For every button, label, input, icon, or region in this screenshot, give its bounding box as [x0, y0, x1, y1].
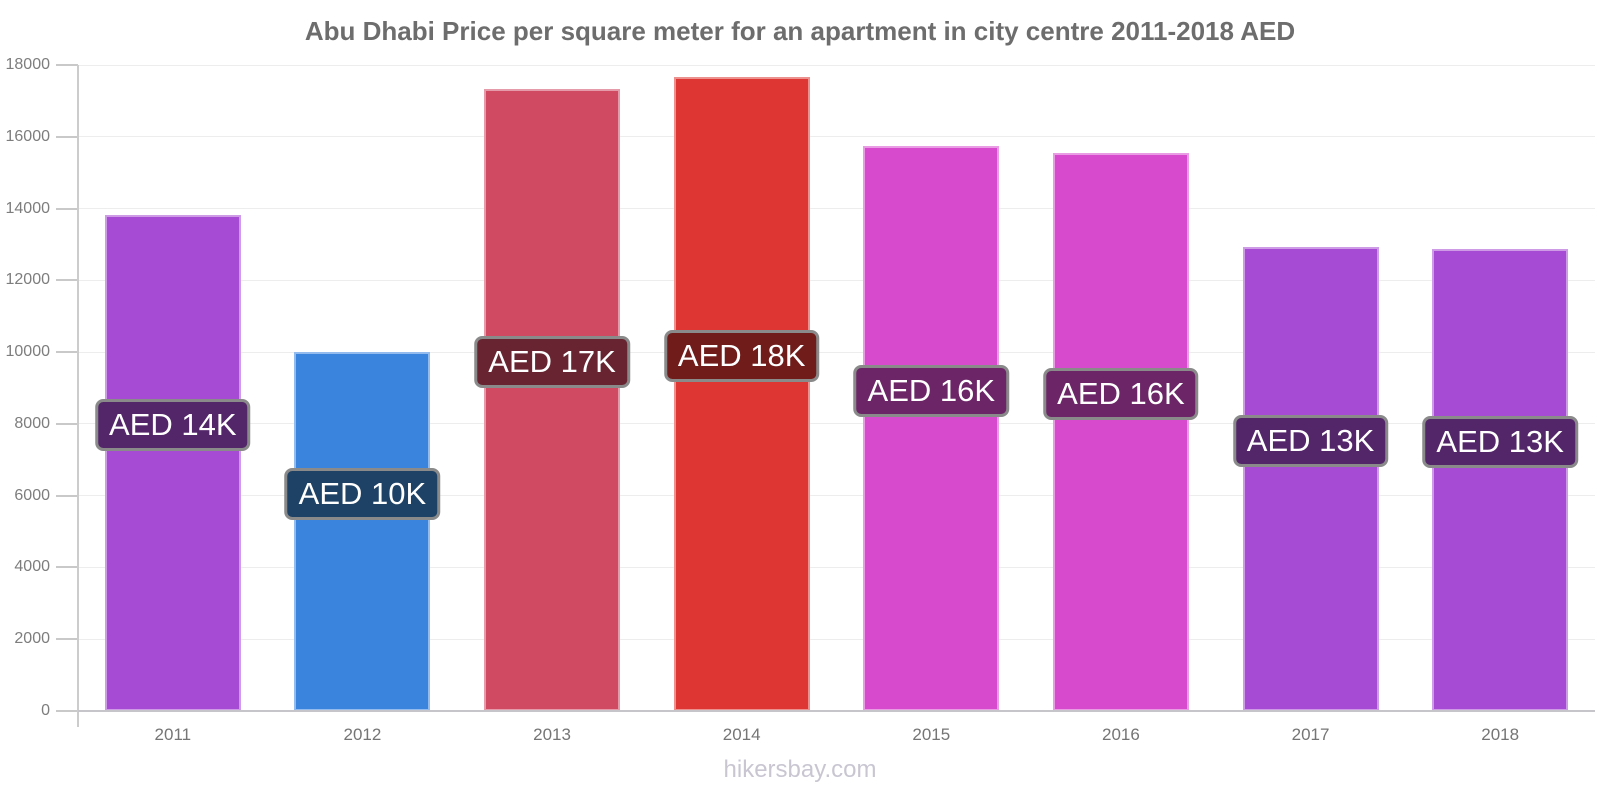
y-axis-tick-8000 — [56, 422, 78, 425]
bar-2016 — [1052, 152, 1189, 711]
x-tick-label-2013: 2013 — [533, 725, 571, 744]
bar-value-label-2017: AED 13K — [1232, 414, 1389, 467]
bar-2018 — [1432, 248, 1569, 711]
x-tick-label-2017: 2017 — [1291, 725, 1330, 744]
bar-value-label-2014: AED 18K — [663, 330, 820, 383]
x-tick-label-2011: 2011 — [154, 725, 192, 744]
y-tick-label-14000: 14000 — [5, 199, 51, 217]
y-tick-label-10000: 10000 — [5, 343, 51, 361]
y-tick-label-0: 0 — [41, 702, 50, 719]
y-axis-tick-4000 — [56, 566, 78, 569]
y-axis-tick-2000 — [56, 638, 78, 641]
bar-2013 — [484, 88, 621, 711]
x-tick-label-2015: 2015 — [912, 725, 951, 744]
y-tick-label-18000: 18000 — [5, 56, 51, 73]
gridline-12000 — [78, 279, 1595, 281]
bar-2017 — [1242, 246, 1379, 711]
bar-value-label-2011: AED 14K — [95, 398, 251, 451]
gridline-6000 — [78, 495, 1595, 497]
y-tick-label-16000: 16000 — [5, 127, 51, 145]
x-tick-label-2014: 2014 — [722, 725, 761, 744]
y-axis-tick-18000 — [56, 64, 78, 66]
gridline-2000 — [78, 638, 1595, 640]
y-axis-line — [77, 65, 79, 727]
bar-value-label-2018: AED 13K — [1422, 415, 1578, 468]
bar-2015 — [863, 146, 1000, 711]
y-axis-tick-6000 — [56, 494, 78, 497]
chart-title: Abu Dhabi Price per square meter for an … — [304, 16, 1296, 46]
y-axis-tick-14000 — [56, 207, 78, 210]
bar-value-label-2013: AED 17K — [474, 335, 630, 388]
bar-2011 — [104, 214, 241, 711]
x-tick-label-2016: 2016 — [1102, 725, 1140, 744]
bar-value-label-2015: AED 16K — [853, 364, 1010, 417]
bar-value-label-2016: AED 16K — [1043, 367, 1199, 420]
y-axis-tick-10000 — [56, 351, 78, 354]
y-tick-label-4000: 4000 — [14, 558, 50, 576]
bar-2012 — [294, 352, 431, 711]
y-axis-tick-0 — [56, 710, 78, 712]
gridline-18000 — [78, 64, 1595, 66]
y-tick-label-12000: 12000 — [5, 271, 51, 289]
watermark-hikersbay: hikersbay.com — [723, 756, 877, 783]
y-tick-label-2000: 2000 — [14, 630, 50, 648]
gridline-4000 — [78, 566, 1595, 568]
x-axis-line — [78, 710, 1595, 712]
y-axis-tick-16000 — [56, 135, 78, 138]
x-tick-label-2012: 2012 — [343, 725, 382, 744]
y-tick-label-6000: 6000 — [14, 486, 50, 504]
bar-value-label-2012: AED 10K — [284, 467, 441, 520]
bar-2014 — [673, 77, 810, 711]
gridline-10000 — [78, 351, 1595, 353]
gridline-14000 — [78, 208, 1595, 210]
y-tick-label-8000: 8000 — [14, 414, 50, 432]
y-axis-tick-12000 — [56, 279, 78, 282]
x-tick-label-2018: 2018 — [1481, 725, 1520, 744]
gridline-16000 — [78, 136, 1595, 138]
gridline-8000 — [78, 423, 1595, 425]
